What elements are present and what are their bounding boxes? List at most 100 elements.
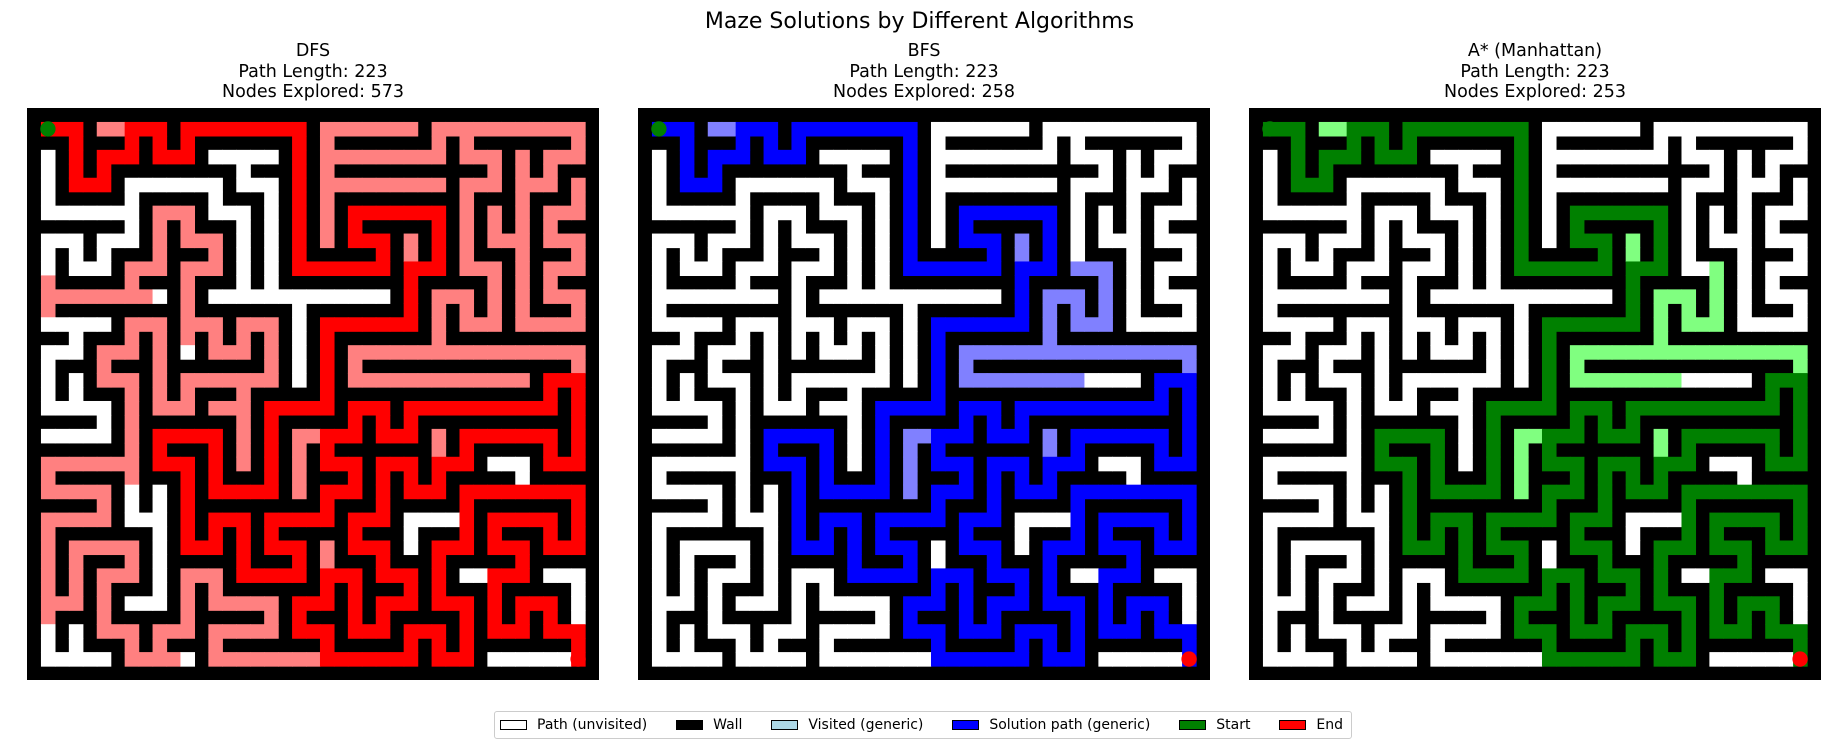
solution-cell <box>375 554 391 569</box>
open-cell <box>1154 177 1169 193</box>
open-cell <box>707 373 723 388</box>
open-cell <box>721 289 737 304</box>
open-cell <box>1514 359 1529 374</box>
open-cell <box>1290 428 1306 444</box>
open-cell <box>847 345 862 360</box>
solution-cell <box>347 400 363 416</box>
open-cell <box>292 345 307 360</box>
open-cell <box>1346 456 1362 472</box>
visited-cell <box>1709 303 1724 318</box>
open-cell <box>651 470 667 486</box>
solution-cell <box>403 317 419 332</box>
solution-cell <box>250 121 265 137</box>
open-cell <box>1486 596 1501 611</box>
open-cell <box>763 345 779 360</box>
open-cell <box>1332 233 1348 249</box>
end-marker <box>1181 651 1197 667</box>
solution-cell <box>1793 400 1808 416</box>
open-cell <box>1374 624 1390 639</box>
open-cell <box>1458 387 1473 402</box>
open-cell <box>1318 289 1334 304</box>
open-cell <box>208 177 223 193</box>
open-cell <box>763 638 779 653</box>
visited-cell <box>459 317 475 332</box>
open-cell <box>152 512 168 528</box>
solution-cell <box>1625 414 1641 430</box>
solution-cell <box>930 624 946 639</box>
open-cell <box>208 149 223 165</box>
solution-cell <box>1597 428 1613 444</box>
solution-cell <box>515 540 530 556</box>
open-cell <box>861 624 876 639</box>
open-cell <box>68 652 84 667</box>
visited-cell <box>1182 359 1197 374</box>
open-cell <box>501 456 516 472</box>
open-cell <box>651 484 667 500</box>
visited-cell <box>222 345 237 360</box>
open-cell <box>124 205 140 221</box>
open-cell <box>459 568 475 583</box>
open-cell <box>1374 331 1390 346</box>
open-cell <box>875 177 890 193</box>
open-cell <box>763 359 779 374</box>
open-cell <box>1458 219 1473 235</box>
open-cell <box>735 498 751 514</box>
solution-cell <box>543 610 558 625</box>
open-cell <box>1430 177 1445 193</box>
visited-cell <box>68 568 84 583</box>
visited-cell <box>250 652 265 667</box>
visited-cell <box>152 317 168 332</box>
solution-cell <box>1402 512 1418 528</box>
open-cell <box>1765 233 1780 249</box>
visited-cell <box>96 121 112 137</box>
solution-cell <box>1555 568 1571 583</box>
visited-cell <box>1140 345 1155 360</box>
visited-cell <box>389 373 405 388</box>
solution-cell <box>1765 624 1780 639</box>
visited-cell <box>571 135 586 151</box>
solution-cell <box>1028 400 1044 416</box>
open-cell <box>847 289 862 304</box>
open-cell <box>1262 554 1278 569</box>
open-cell <box>236 149 251 165</box>
open-cell <box>110 205 126 221</box>
solution-cell <box>1112 428 1127 444</box>
solution-cell <box>1514 247 1529 263</box>
open-cell <box>833 345 848 360</box>
visited-cell <box>1028 345 1044 360</box>
open-cell <box>875 652 890 667</box>
open-cell <box>1597 177 1613 193</box>
open-cell <box>1597 149 1613 165</box>
visited-cell <box>515 219 530 235</box>
open-cell <box>1098 233 1113 249</box>
solution-cell <box>1374 135 1390 151</box>
solution-cell <box>1430 526 1445 542</box>
open-cell <box>1262 275 1278 290</box>
open-cell <box>930 219 946 235</box>
solution-cell <box>1056 596 1072 611</box>
visited-cell <box>459 191 475 207</box>
visited-cell <box>40 526 56 542</box>
solution-cell <box>1070 652 1086 667</box>
visited-cell <box>236 373 251 388</box>
solution-cell <box>1625 205 1641 221</box>
solution-cell <box>208 470 223 486</box>
open-cell <box>763 219 779 235</box>
solution-cell <box>972 233 988 249</box>
visited-cell <box>180 261 196 277</box>
solution-cell <box>1765 596 1780 611</box>
open-cell <box>1402 582 1418 597</box>
solution-cell <box>264 442 279 458</box>
open-cell <box>791 624 807 639</box>
solution-cell <box>763 442 779 458</box>
visited-cell <box>124 456 140 472</box>
solution-cell <box>665 121 681 137</box>
solution-cell <box>1555 428 1571 444</box>
solution-cell <box>571 540 586 556</box>
solution-cell <box>1569 610 1585 625</box>
open-cell <box>1290 554 1306 569</box>
open-cell <box>1695 373 1710 388</box>
solution-cell <box>986 484 1002 500</box>
open-cell <box>679 233 695 249</box>
solution-cell <box>68 135 84 151</box>
